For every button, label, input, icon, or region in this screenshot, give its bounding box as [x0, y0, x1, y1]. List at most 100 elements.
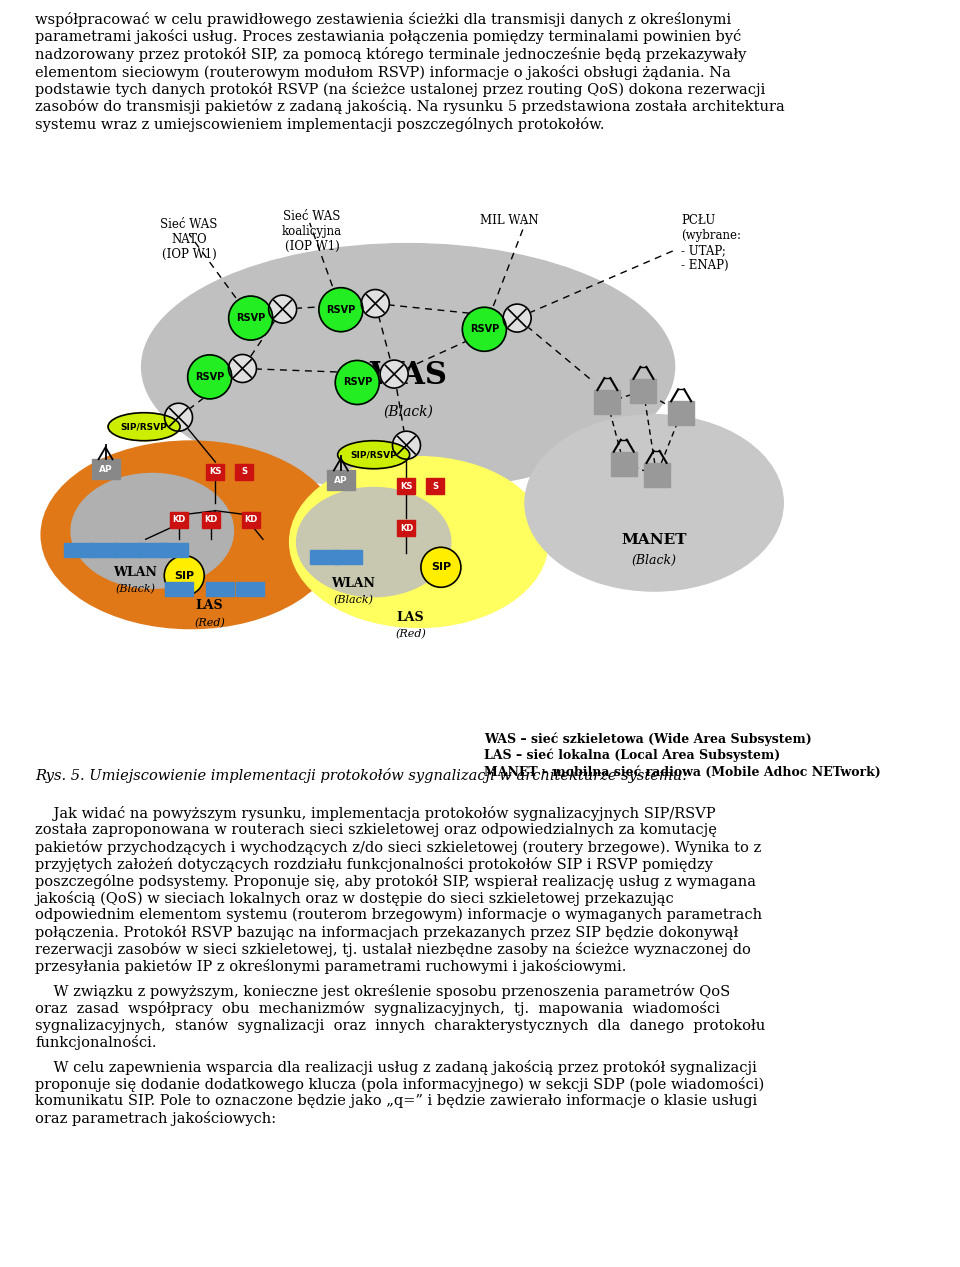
Text: odpowiednim elementom systemu (routerom brzegowym) informacje o wymaganych param: odpowiednim elementom systemu (routerom …	[35, 908, 762, 922]
Text: SIP: SIP	[174, 570, 194, 580]
Text: parametrami jakości usług. Proces zestawiania połączenia pomiędzy terminalami po: parametrami jakości usług. Proces zestaw…	[35, 29, 741, 44]
Circle shape	[503, 304, 531, 332]
Text: RSVP: RSVP	[326, 304, 355, 314]
Ellipse shape	[297, 488, 451, 597]
Text: (Red): (Red)	[396, 628, 426, 639]
Text: oraz  zasad  współpracy  obu  mechanizmów  sygnalizacyjnych,  tj.  mapowania  wi: oraz zasad współpracy obu mechanizmów sy…	[35, 1001, 720, 1016]
Circle shape	[380, 360, 408, 388]
Text: AP: AP	[99, 465, 112, 474]
Text: RSVP: RSVP	[469, 324, 499, 334]
Text: W celu zapewnienia wsparcia dla realizacji usług z zadaną jakością przez protokó: W celu zapewnienia wsparcia dla realizac…	[35, 1060, 756, 1074]
Text: (Black): (Black)	[115, 584, 155, 594]
Text: WAS: WAS	[369, 360, 447, 390]
Text: S: S	[432, 481, 438, 490]
Text: KD: KD	[172, 516, 185, 525]
Text: komunikatu SIP. Pole to oznaczone będzie jako „q=” i będzie zawierało informacje: komunikatu SIP. Pole to oznaczone będzie…	[35, 1093, 757, 1109]
FancyBboxPatch shape	[611, 451, 636, 475]
Text: Sieć WAS
NATO
(IOP W1): Sieć WAS NATO (IOP W1)	[160, 218, 218, 261]
Ellipse shape	[71, 474, 233, 588]
Text: PCŁU
(wybrane:
- UTAP;
- ENAP): PCŁU (wybrane: - UTAP; - ENAP)	[682, 214, 741, 272]
FancyBboxPatch shape	[236, 582, 264, 595]
FancyBboxPatch shape	[160, 544, 188, 557]
Circle shape	[420, 547, 461, 588]
Text: W związku z powyższym, konieczne jest określenie sposobu przenoszenia parametrów: W związku z powyższym, konieczne jest ok…	[35, 984, 731, 998]
FancyBboxPatch shape	[164, 582, 193, 595]
Text: systemu wraz z umiejscowieniem implementacji poszczególnych protokołów.: systemu wraz z umiejscowieniem implement…	[35, 117, 605, 132]
FancyBboxPatch shape	[594, 390, 620, 414]
Text: zasobów do transmisji pakietów z zadaną jakością. Na rysunku 5 przedstawiona zos: zasobów do transmisji pakietów z zadaną …	[35, 100, 784, 114]
FancyBboxPatch shape	[64, 544, 92, 557]
FancyBboxPatch shape	[170, 512, 187, 527]
FancyBboxPatch shape	[203, 512, 220, 527]
Text: współpracować w celu prawidłowego zestawienia ścieżki dla transmisji danych z ok: współpracować w celu prawidłowego zestaw…	[35, 11, 732, 27]
Ellipse shape	[525, 414, 783, 592]
Text: oraz parametrach jakościowych:: oraz parametrach jakościowych:	[35, 1111, 276, 1126]
Text: AP: AP	[334, 476, 348, 485]
Ellipse shape	[41, 441, 341, 628]
FancyBboxPatch shape	[326, 470, 355, 490]
Text: połączenia. Protokół RSVP bazując na informacjach przekazanych przez SIP będzie : połączenia. Protokół RSVP bazując na inf…	[35, 925, 738, 940]
Circle shape	[187, 355, 231, 399]
FancyBboxPatch shape	[113, 544, 142, 557]
FancyBboxPatch shape	[89, 544, 117, 557]
Text: WLAN: WLAN	[331, 576, 375, 590]
Text: KS: KS	[209, 468, 222, 476]
Text: KD: KD	[204, 516, 218, 525]
Text: KD: KD	[399, 523, 413, 532]
FancyBboxPatch shape	[91, 459, 119, 479]
Text: przesyłania pakietów IP z określonymi parametrami ruchowymi i jakościowymi.: przesyłania pakietów IP z określonymi pa…	[35, 959, 626, 974]
Ellipse shape	[290, 456, 548, 627]
Text: KD: KD	[244, 516, 257, 525]
Text: MANET: MANET	[621, 533, 686, 547]
Text: RSVP: RSVP	[343, 378, 372, 388]
Text: (Black): (Black)	[333, 595, 373, 606]
Text: LAS: LAS	[196, 599, 224, 612]
Ellipse shape	[108, 413, 180, 441]
Text: WLAN: WLAN	[113, 566, 157, 579]
Text: LAS: LAS	[396, 611, 424, 623]
Text: Sieć WAS
koalicyjna
(IOP W1): Sieć WAS koalicyjna (IOP W1)	[282, 210, 342, 253]
FancyBboxPatch shape	[397, 519, 416, 536]
Text: KS: KS	[400, 481, 413, 490]
Text: (Black): (Black)	[632, 554, 677, 566]
Text: WAS – sieć szkieletowa (Wide Area Subsystem): WAS – sieć szkieletowa (Wide Area Subsys…	[485, 732, 812, 745]
Text: RSVP: RSVP	[195, 372, 225, 381]
Text: rezerwacji zasobów w sieci szkieletowej, tj. ustalał niezbędne zasoby na ścieżce: rezerwacji zasobów w sieci szkieletowej,…	[35, 941, 751, 957]
Text: SIP/RSVP: SIP/RSVP	[121, 422, 167, 431]
Circle shape	[164, 403, 193, 431]
Circle shape	[335, 361, 379, 404]
Text: pakietów przychodzących i wychodzących z/do sieci szkieletowej (routery brzegowe: pakietów przychodzących i wychodzących z…	[35, 840, 761, 855]
Text: Rys. 5. Umiejscowienie implementacji protokołów sygnalizacji w architekturze sys: Rys. 5. Umiejscowienie implementacji pro…	[35, 768, 686, 783]
Text: elementom sieciowym (routerowym modułom RSVP) informacje o jakości obsługi żądan: elementom sieciowym (routerowym modułom …	[35, 65, 731, 80]
Text: nadzorowany przez protokół SIP, za pomocą którego terminale jednocześnie będą pr: nadzorowany przez protokół SIP, za pomoc…	[35, 47, 746, 62]
Ellipse shape	[142, 243, 675, 490]
Text: przyjętych założeń dotyczących rozdziału funkcjonalności protokołów SIP i RSVP p: przyjętych założeń dotyczących rozdziału…	[35, 856, 713, 872]
Circle shape	[269, 295, 297, 323]
Text: podstawie tych danych protokół RSVP (na ścieżce ustalonej przez routing QoS) dok: podstawie tych danych protokół RSVP (na …	[35, 82, 765, 98]
Text: funkcjonalności.: funkcjonalności.	[35, 1035, 156, 1050]
FancyBboxPatch shape	[242, 512, 259, 527]
Text: SIP: SIP	[431, 563, 451, 573]
Text: SIP/RSVP: SIP/RSVP	[350, 450, 397, 459]
FancyBboxPatch shape	[631, 379, 657, 403]
Text: (Red): (Red)	[194, 617, 225, 628]
FancyBboxPatch shape	[668, 402, 694, 426]
Text: (Black): (Black)	[383, 404, 433, 418]
FancyBboxPatch shape	[397, 478, 416, 494]
FancyBboxPatch shape	[426, 478, 444, 494]
Circle shape	[228, 355, 256, 383]
Text: proponuje się dodanie dodatkowego klucza (pola informacyjnego) w sekcji SDP (pol: proponuje się dodanie dodatkowego klucza…	[35, 1077, 764, 1092]
Text: S: S	[241, 468, 247, 476]
Circle shape	[228, 296, 273, 340]
Circle shape	[361, 290, 390, 318]
FancyBboxPatch shape	[310, 550, 338, 564]
Text: jakością (QoS) w sieciach lokalnych oraz w dostępie do sieci szkieletowej przeka: jakością (QoS) w sieciach lokalnych oraz…	[35, 891, 674, 906]
Circle shape	[463, 308, 506, 351]
Text: RSVP: RSVP	[236, 313, 265, 323]
FancyBboxPatch shape	[235, 464, 253, 479]
FancyBboxPatch shape	[138, 544, 166, 557]
Text: została zaproponowana w routerach sieci szkieletowej oraz odpowiedzialnych za ko: została zaproponowana w routerach sieci …	[35, 824, 717, 837]
Text: LAS – sieć lokalna (Local Area Subsystem): LAS – sieć lokalna (Local Area Subsystem…	[485, 749, 780, 763]
FancyBboxPatch shape	[206, 464, 225, 479]
FancyBboxPatch shape	[205, 582, 233, 595]
